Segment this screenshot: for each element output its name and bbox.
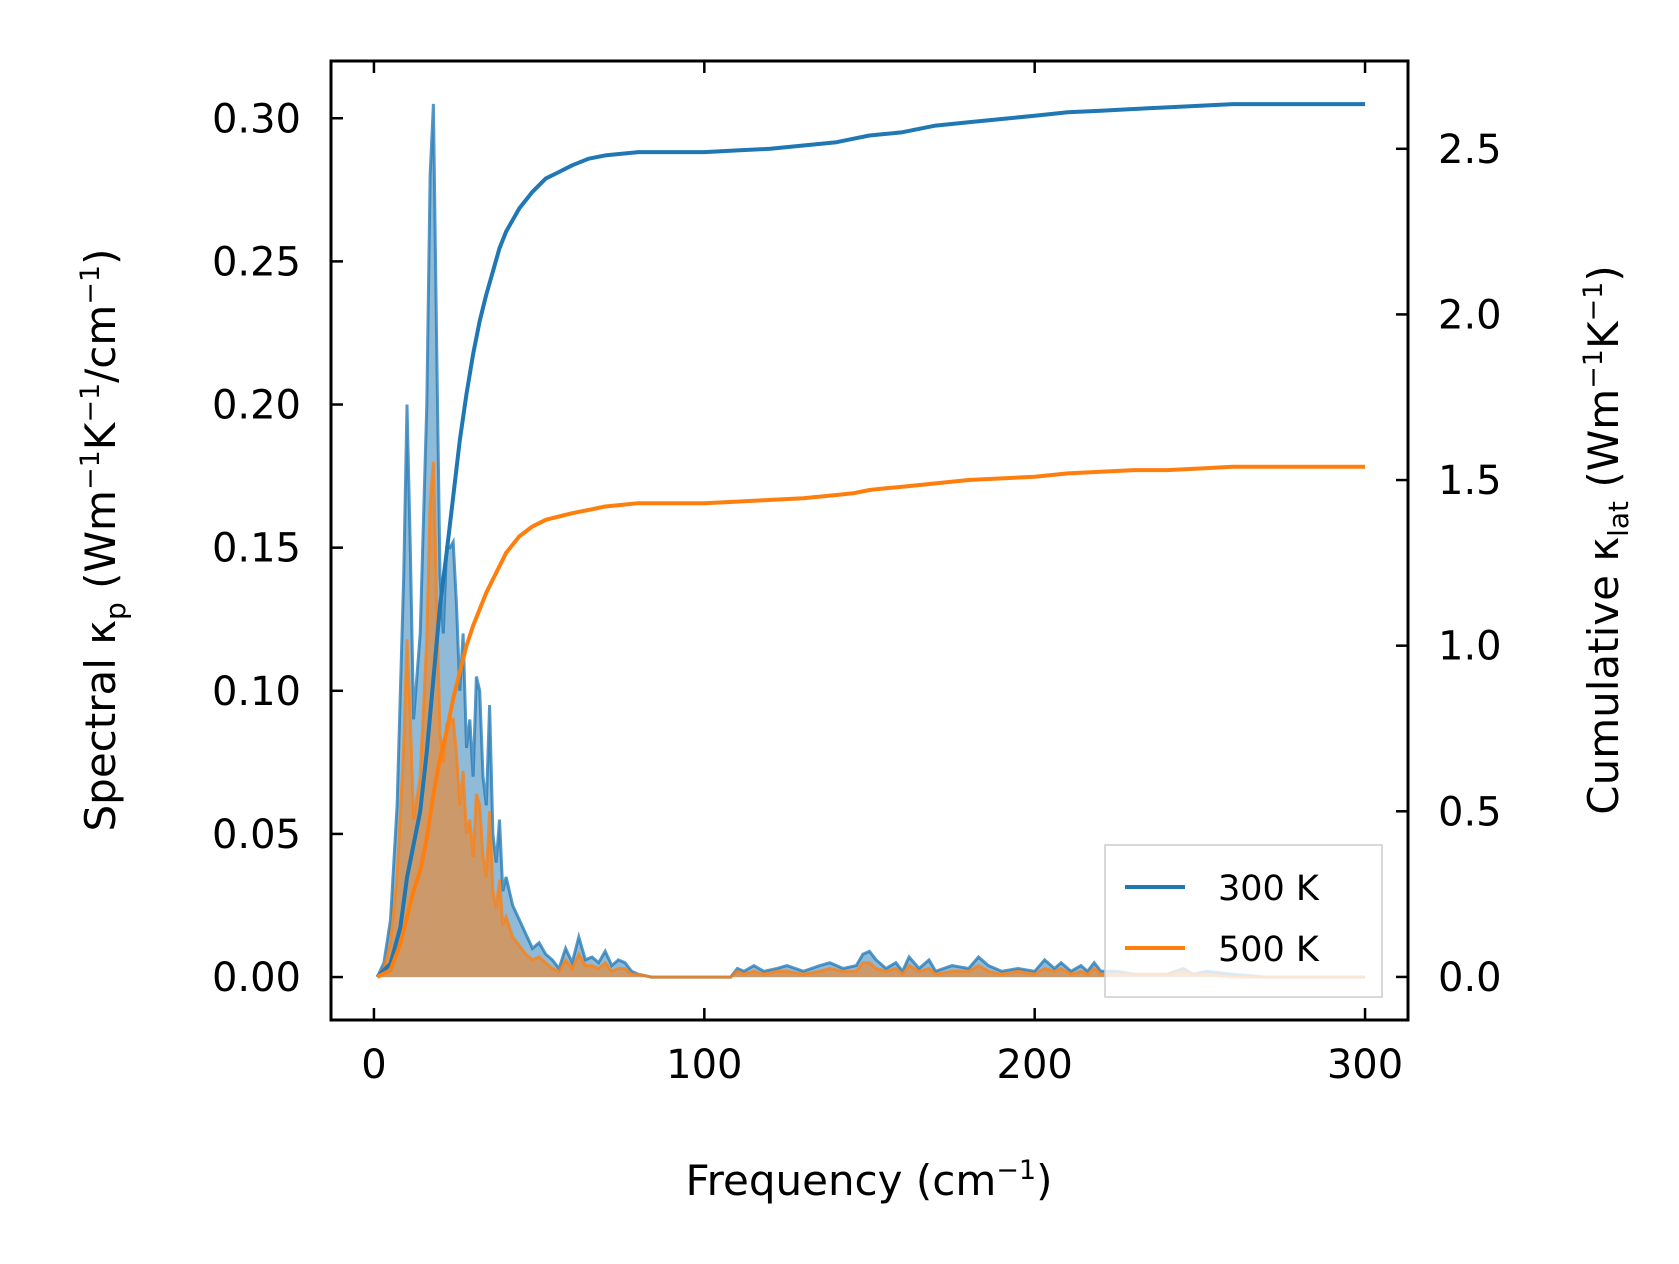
- legend-box: [1104, 844, 1383, 998]
- cumulative-line-500k: [376, 464, 1366, 979]
- x-tick-label: 0: [361, 1042, 386, 1088]
- legend: 300 K 500 K: [1104, 844, 1383, 998]
- y-right-tick-label: 1.5: [1438, 458, 1502, 504]
- legend-label-300k: 300 K: [1218, 869, 1320, 909]
- spectral-fills: [375, 103, 1366, 979]
- spectral-line-300k: [375, 103, 1366, 979]
- y-left-tick-label: 0.15: [212, 526, 301, 572]
- spectral-line-500k: [376, 461, 1366, 979]
- series-lines: [375, 102, 1366, 979]
- x-axis-label: Frequency (cm−1): [686, 1155, 1053, 1205]
- y-left-tick-label: 0.20: [212, 383, 301, 429]
- y-left-tick-label: 0.00: [212, 955, 301, 1001]
- y-right-tick-label: 0.0: [1438, 955, 1502, 1001]
- cumulative-line-300k: [375, 102, 1366, 979]
- y-right-tick-label: 1.0: [1438, 624, 1502, 670]
- y-right-tick-label: 0.5: [1438, 789, 1502, 835]
- y-right-tick-label: 2.0: [1438, 292, 1502, 338]
- plot-frame: [329, 59, 1410, 1022]
- y-left-tick-label: 0.25: [212, 239, 301, 285]
- x-tick-label: 200: [997, 1042, 1073, 1088]
- y-axis-left-label: Spectral κp (Wm−1K−1/cm−1): [75, 249, 132, 832]
- spectral-area-500k: [377, 461, 1366, 978]
- y-left-tick-label: 0.10: [212, 669, 301, 715]
- x-tick-label: 300: [1327, 1042, 1403, 1088]
- y-right-tick-label: 2.5: [1438, 127, 1502, 173]
- y-left-tick-label: 0.30: [212, 96, 301, 142]
- x-tick-label: 100: [666, 1042, 742, 1088]
- y-axis-right-label: Cumulative κlat (Wm−1K−1): [1578, 265, 1635, 815]
- legend-label-500k: 500 K: [1218, 930, 1320, 970]
- y-left-tick-label: 0.05: [212, 812, 301, 858]
- axis-ticks: 0 100 200 300 0.00 0.05 0.10 0.15 0.20 0.25 0.30 0.…: [212, 61, 1502, 1088]
